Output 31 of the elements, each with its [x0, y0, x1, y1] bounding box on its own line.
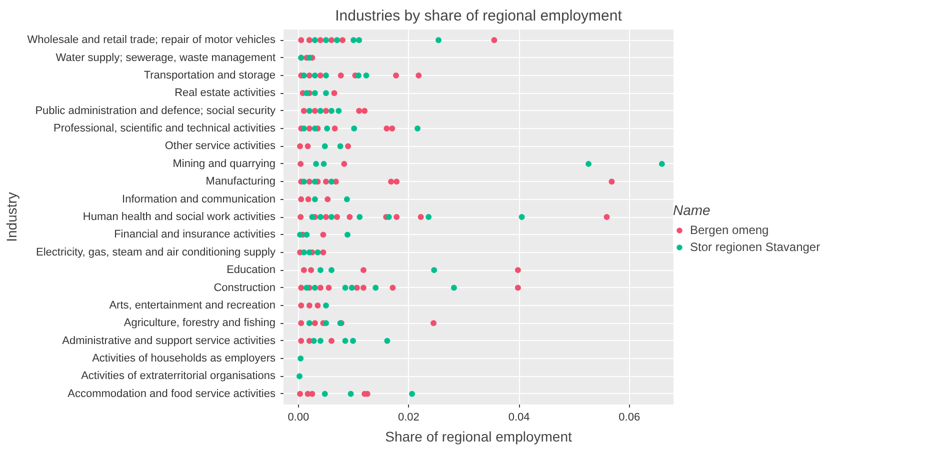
y-tick-label: Public administration and defence; social security: [35, 104, 276, 117]
x-tick-label: 0.00: [288, 412, 310, 424]
y-tick-label: Electricity, gas, steam and air conditioning supply: [36, 246, 276, 258]
y-tick-label: Real estate activities: [174, 87, 276, 100]
x-tick-label: 0.04: [508, 412, 530, 424]
y-tick-label: Mining and quarrying: [172, 158, 276, 170]
y-tick-label: Education: [226, 264, 276, 276]
y-tick-label: Water supply; sewerage, waste management: [56, 52, 276, 64]
y-tick-label: Other service activities: [164, 140, 276, 152]
y-tick-label: Wholesale and retail trade; repair of motor vehicles: [27, 34, 276, 46]
y-tick-label: Construction: [214, 282, 276, 294]
y-tick-label: Transportation and storage: [144, 69, 276, 82]
y-tick-label: Accommodation and food service activities: [68, 388, 276, 400]
y-axis-title: Industry: [3, 192, 20, 242]
y-tick-label: Activities of households as employers: [92, 352, 276, 365]
y-tick-label: Human health and social work activities: [82, 211, 276, 223]
y-tick-label: Professional, scientific and technical activities: [54, 122, 276, 135]
y-tick-label: Financial and insurance activities: [114, 228, 276, 241]
y-tick-label: Administrative and support service activities: [62, 334, 276, 347]
y-tick-label: Agriculture, forestry and fishing: [124, 317, 276, 330]
chart-title: Industries by share of regional employment: [335, 8, 623, 24]
y-tick-label: Information and communication: [122, 193, 276, 206]
x-axis-title: Share of regional employment: [385, 428, 572, 444]
legend-label: Bergen omeng: [690, 223, 769, 237]
y-tick-label: Activities of extraterritorial organisations: [81, 370, 276, 382]
y-tick-label: Arts, entertainment and recreation: [109, 299, 276, 312]
y-tick-label: Manufacturing: [206, 176, 276, 188]
x-tick-label: 0.06: [618, 412, 640, 424]
x-tick-label: 0.02: [398, 412, 420, 424]
legend-label: Stor regionen Stavanger: [690, 240, 820, 254]
legend-title: Name: [673, 202, 712, 218]
